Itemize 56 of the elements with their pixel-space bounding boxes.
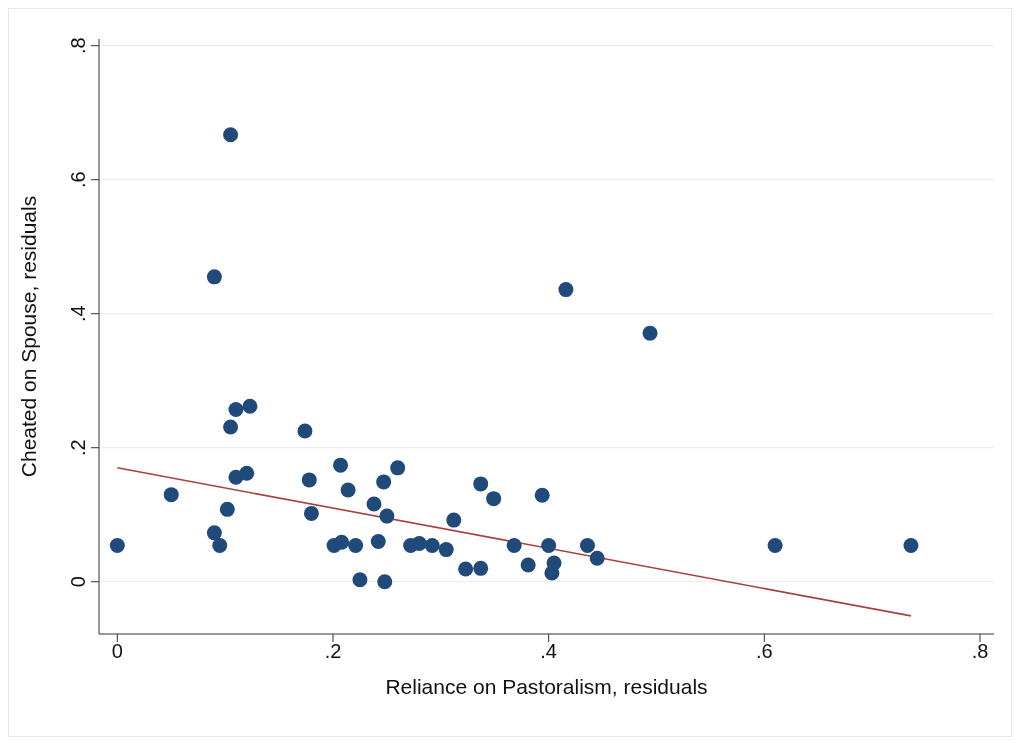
point (301, 472, 317, 488)
point (390, 460, 406, 476)
y-tick-label: .6 (67, 171, 89, 189)
point (239, 465, 255, 481)
point (579, 538, 595, 554)
point (446, 512, 462, 528)
point (520, 557, 536, 573)
point (228, 402, 244, 418)
point (366, 496, 382, 512)
point (438, 542, 454, 558)
y-tick-label: .2 (67, 439, 89, 457)
point (340, 482, 356, 498)
point (458, 561, 474, 577)
point (334, 534, 350, 550)
point (163, 487, 179, 503)
point (486, 491, 502, 507)
point (219, 501, 235, 517)
x-tick-label: .4 (540, 640, 557, 663)
point (377, 574, 393, 590)
x-tick-label: .8 (971, 640, 989, 663)
point (473, 560, 489, 576)
x-tick-label: .2 (324, 640, 342, 663)
point (333, 457, 349, 473)
point (473, 476, 489, 492)
point (370, 534, 386, 550)
point (558, 282, 574, 298)
point (379, 508, 395, 524)
point (903, 538, 919, 554)
point (376, 474, 392, 490)
x-tick-label: 0 (111, 640, 123, 663)
point (223, 127, 239, 143)
point (541, 538, 557, 554)
point (212, 538, 228, 554)
point (109, 538, 125, 554)
point (589, 550, 605, 566)
point (352, 572, 368, 588)
x-tick-label: .6 (755, 640, 773, 663)
y-axis-title: Cheated on Spouse, residuals (17, 195, 41, 478)
point (411, 536, 427, 552)
point (348, 538, 364, 554)
y-tick-label: .8 (67, 37, 89, 55)
point (534, 487, 550, 503)
point (223, 419, 239, 435)
point (242, 398, 258, 414)
point (297, 423, 313, 439)
point (546, 555, 562, 571)
y-tick-label: .4 (67, 305, 89, 323)
point (767, 538, 783, 554)
point (206, 525, 222, 541)
point (506, 538, 522, 554)
point (303, 505, 319, 521)
point (424, 538, 440, 554)
point (642, 325, 658, 341)
point (206, 269, 222, 285)
x-axis-title: Reliance on Pastoralism, residuals (385, 675, 708, 698)
y-tick-label: 0 (67, 576, 89, 588)
